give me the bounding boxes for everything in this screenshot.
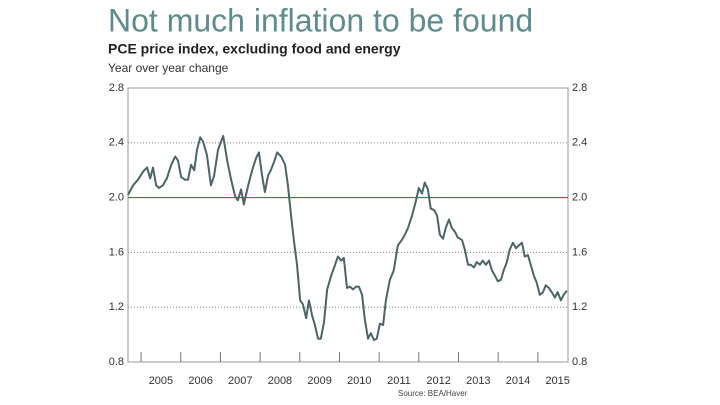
chart-subtitle: PCE price index, excluding food and ener… [108, 41, 401, 57]
y-tick-label: 2.4 [109, 137, 124, 149]
source-note: Source: BEA/Haver [398, 389, 468, 398]
y2-tick-label: 2.8 [572, 82, 587, 94]
y2-tick-label: 2.0 [572, 192, 587, 204]
x-tick-label: 2006 [188, 375, 212, 387]
x-tick-label: 2013 [466, 375, 490, 387]
y2-tick-label: 0.8 [572, 356, 587, 368]
y-tick-label: 2.8 [109, 82, 124, 94]
x-tick-label: 2009 [307, 375, 331, 387]
y-tick-label: 1.6 [109, 246, 124, 258]
y2-tick-label: 1.2 [572, 301, 587, 313]
y-tick-label: 0.8 [109, 356, 124, 368]
x-tick-label: 2010 [347, 375, 371, 387]
y-tick-label: 2.0 [109, 192, 124, 204]
x-tick-label: 2015 [545, 375, 569, 387]
x-tick-label: 2008 [268, 375, 292, 387]
y2-tick-label: 2.4 [572, 137, 587, 149]
series-line [127, 134, 568, 342]
x-tick-label: 2011 [387, 375, 411, 387]
chart-title: Not much inflation to be found [108, 2, 533, 38]
y-tick-label: 1.2 [109, 301, 124, 313]
y2-tick-label: 1.6 [572, 246, 587, 258]
x-tick-label: 2005 [149, 375, 173, 387]
x-tick-label: 2014 [506, 375, 530, 387]
x-tick-label: 2007 [228, 375, 252, 387]
plot-frame [127, 87, 569, 363]
x-tick-label: 2012 [426, 375, 450, 387]
y-axis-label: Year over year change [108, 61, 229, 75]
